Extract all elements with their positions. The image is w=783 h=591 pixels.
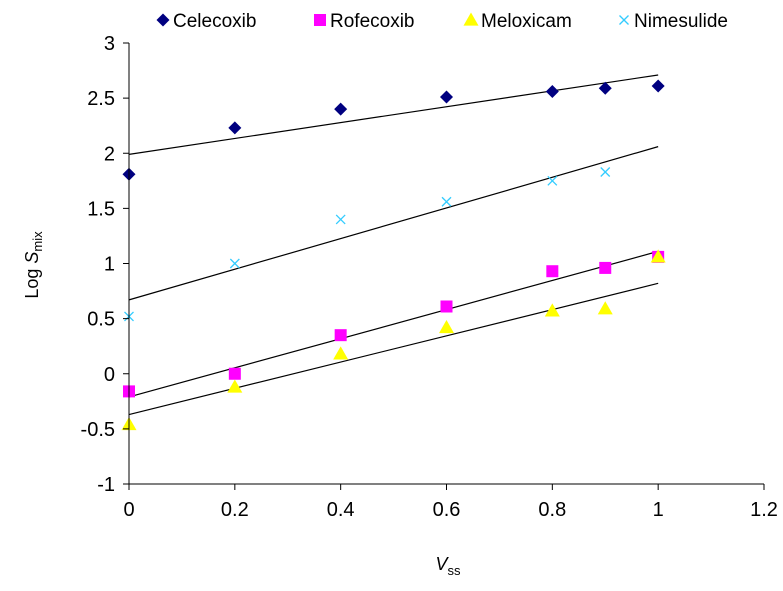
y-tick-label: 1.5 bbox=[87, 198, 115, 220]
y-tick-label: 3 bbox=[104, 33, 115, 55]
legend-label-meloxicam: Meloxicam bbox=[481, 11, 572, 32]
data-point-rofecoxib bbox=[546, 265, 559, 278]
legend-marker-meloxicam bbox=[463, 12, 479, 26]
x-tick-label: 0.8 bbox=[538, 499, 566, 521]
trendline-rofecoxib bbox=[128, 250, 659, 398]
y-tick-label: -0.5 bbox=[81, 419, 115, 441]
data-point-celecoxib bbox=[440, 90, 453, 104]
x-marker-stroke bbox=[441, 196, 452, 207]
legend-marker-nimesulide bbox=[619, 15, 629, 25]
legend-marker-rofecoxib bbox=[314, 14, 326, 26]
x-marker-stroke bbox=[619, 15, 629, 25]
data-point-meloxicam bbox=[650, 249, 666, 263]
y-tick-label: 0 bbox=[104, 364, 115, 386]
x-marker-stroke bbox=[229, 258, 240, 269]
data-point-celecoxib bbox=[651, 79, 665, 93]
legend-item-rofecoxib: Rofecoxib bbox=[314, 11, 415, 32]
y-axis-title: Log Smix bbox=[22, 231, 45, 299]
x-marker-stroke bbox=[547, 175, 558, 186]
legend-label-nimesulide: Nimesulide bbox=[634, 11, 728, 32]
y-tick-label: -1 bbox=[97, 474, 115, 496]
data-point-celecoxib bbox=[228, 121, 242, 135]
x-tick-label: 1 bbox=[653, 499, 664, 521]
trendline-nimesulide bbox=[128, 146, 659, 301]
trendline-meloxicam bbox=[128, 282, 659, 416]
data-point-meloxicam bbox=[597, 301, 613, 315]
data-point-celecoxib bbox=[334, 102, 348, 116]
data-point-nimesulide bbox=[600, 167, 611, 177]
data-point-meloxicam bbox=[333, 346, 349, 360]
data-point-nimesulide bbox=[335, 214, 346, 225]
data-point-meloxicam bbox=[544, 303, 560, 317]
legend: Celecoxib Rofecoxib Meloxicam Nimesulide bbox=[156, 11, 728, 32]
data-point-meloxicam bbox=[227, 379, 243, 393]
trendline-celecoxib bbox=[128, 74, 659, 155]
x-tick-label: 0 bbox=[123, 499, 134, 521]
data-point-celecoxib bbox=[598, 81, 612, 95]
data-points bbox=[121, 79, 666, 431]
legend-marker-celecoxib bbox=[156, 13, 170, 27]
y-tick-label: 1 bbox=[104, 254, 115, 276]
legend-label-celecoxib: Celecoxib bbox=[173, 11, 256, 32]
legend-item-celecoxib: Celecoxib bbox=[156, 11, 256, 32]
x-tick-label: 0.2 bbox=[221, 499, 249, 521]
trendlines bbox=[128, 74, 659, 416]
x-tick-label: 1.2 bbox=[750, 499, 778, 521]
y-tick-label: 2.5 bbox=[87, 88, 115, 110]
legend-label-rofecoxib: Rofecoxib bbox=[330, 11, 415, 32]
data-point-nimesulide bbox=[547, 175, 558, 186]
x-tick-label: 0.6 bbox=[433, 499, 461, 521]
data-point-rofecoxib bbox=[599, 261, 612, 274]
x-tick-label: 0.4 bbox=[327, 499, 355, 521]
data-point-rofecoxib bbox=[334, 329, 347, 342]
data-point-rofecoxib bbox=[440, 300, 453, 313]
legend-item-nimesulide: Nimesulide bbox=[619, 11, 728, 32]
x-marker-stroke bbox=[335, 214, 346, 225]
data-point-celecoxib bbox=[545, 85, 559, 99]
x-axis-title: Vss bbox=[435, 554, 461, 578]
data-point-nimesulide bbox=[229, 258, 240, 269]
data-point-rofecoxib bbox=[228, 367, 241, 380]
y-tick-label: 2 bbox=[104, 143, 115, 165]
x-marker-stroke bbox=[600, 167, 611, 177]
data-point-nimesulide bbox=[441, 196, 452, 207]
legend-item-meloxicam: Meloxicam bbox=[463, 11, 572, 32]
data-point-meloxicam bbox=[439, 319, 454, 334]
axes: -1 -0.5 0 0.5 1 1.5 2 2.5 3 0 0.2 0.4 0.6 0.8 1 1.2 bbox=[81, 33, 778, 521]
y-tick-label: 0.5 bbox=[87, 309, 115, 331]
